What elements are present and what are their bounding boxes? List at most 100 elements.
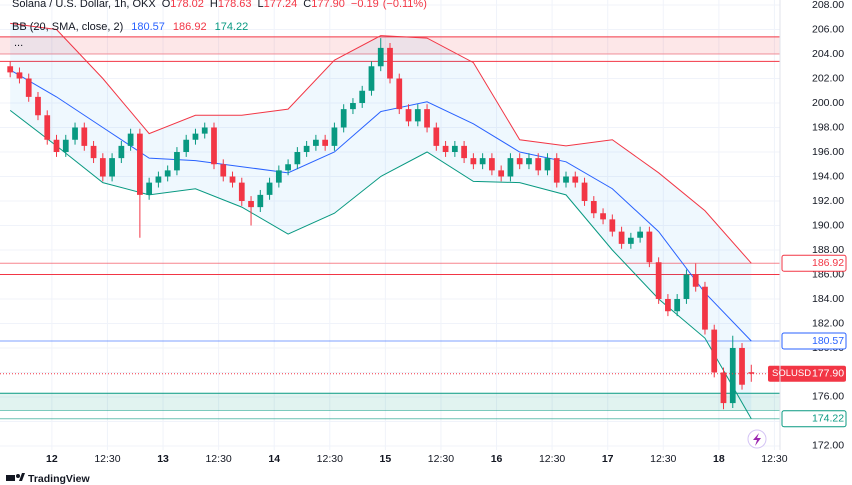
symbol-label: SOLUSD xyxy=(772,368,811,379)
price-label-box xyxy=(781,410,847,428)
candle-body xyxy=(387,47,393,79)
candle-body xyxy=(35,96,41,116)
candle-body xyxy=(609,219,616,232)
candle-body xyxy=(674,298,681,312)
x-tick-label: 12:30 xyxy=(205,453,231,465)
candle-body xyxy=(174,152,180,171)
candle-body xyxy=(563,176,569,183)
candle-body xyxy=(544,158,551,171)
band-lower xyxy=(9,109,752,420)
candle-body xyxy=(590,200,597,214)
price-label: 174.22 xyxy=(812,413,844,425)
legend-text: (−0.11%) xyxy=(383,0,427,10)
y-tick-label: 194.00 xyxy=(812,170,844,182)
candle-body xyxy=(748,372,755,374)
y-tick-label: 184.00 xyxy=(812,293,844,305)
candle-body xyxy=(285,164,291,171)
y-tick-label: 192.00 xyxy=(812,195,844,207)
last-price-label: 177.90 xyxy=(812,367,844,379)
plot-area xyxy=(0,22,780,420)
candle-body xyxy=(451,145,458,153)
price-label-box xyxy=(781,332,847,350)
legend-text: H xyxy=(210,0,218,10)
x-tick-label: 14 xyxy=(268,453,280,465)
candle-body xyxy=(470,158,477,165)
legend-text: 174.22 xyxy=(215,21,249,33)
legend-text: C xyxy=(303,0,311,10)
candle-body xyxy=(720,372,727,404)
x-tick-label: 17 xyxy=(602,453,614,465)
candle-body xyxy=(322,139,329,146)
candle-body xyxy=(350,103,356,110)
x-tick-label: 18 xyxy=(713,453,725,465)
candle-body xyxy=(368,66,375,91)
candle-body xyxy=(479,158,486,165)
grid xyxy=(0,0,780,450)
price-label-box xyxy=(781,254,847,272)
y-tick-label: 204.00 xyxy=(812,48,844,60)
y-tick-label: 198.00 xyxy=(812,121,844,133)
brand-logo: TradingView xyxy=(6,473,90,485)
candle-body xyxy=(164,170,171,177)
legend-text: 180.57 xyxy=(131,21,165,33)
y-tick-label: 196.00 xyxy=(812,146,844,158)
candle-body xyxy=(359,90,366,104)
candle-body xyxy=(62,139,69,153)
candle-body xyxy=(665,298,671,312)
candle-body xyxy=(238,182,245,201)
legend-text: 177.24 xyxy=(264,0,298,10)
candle-body xyxy=(627,237,634,244)
candle-body xyxy=(442,145,449,153)
candle-body xyxy=(637,231,643,238)
legend-text: L xyxy=(258,0,264,10)
candle-body xyxy=(127,133,134,146)
candle-body xyxy=(331,127,338,146)
x-tick-label: 12:30 xyxy=(761,453,787,465)
band-upper xyxy=(10,22,752,264)
legend-text: 178.02 xyxy=(170,0,204,10)
candle-body xyxy=(183,139,190,153)
candle-body xyxy=(192,133,199,140)
brand: TradingView xyxy=(28,473,90,485)
candle-body xyxy=(692,274,699,287)
candle-body xyxy=(433,127,440,146)
candle-body xyxy=(377,47,384,67)
candle-body xyxy=(303,145,310,153)
y-tick-label: 188.00 xyxy=(812,244,844,256)
price-axis: 172.00174.00176.00178.00180.00182.00184.… xyxy=(46,0,847,465)
candle-body xyxy=(313,139,319,146)
candle-body xyxy=(535,158,542,171)
candle-body xyxy=(340,109,347,128)
legend-text: Solana / U.S. Dollar, 1h, OKX xyxy=(12,0,156,10)
logo-mark xyxy=(6,475,15,481)
candle-body xyxy=(275,170,282,183)
candle-body xyxy=(201,127,208,134)
candle-body xyxy=(711,329,718,373)
y-tick-label: 176.00 xyxy=(812,391,844,403)
candle-body xyxy=(44,115,51,140)
x-tick-label: 12:30 xyxy=(539,453,565,465)
candle-body xyxy=(414,109,421,122)
candle-body xyxy=(90,145,97,159)
x-tick-label: 12 xyxy=(46,453,58,465)
candle-body xyxy=(396,78,403,110)
y-tick-label: 172.00 xyxy=(812,440,844,452)
candle-body xyxy=(461,145,467,159)
candle-body xyxy=(99,158,106,177)
candle-body xyxy=(16,72,23,79)
y-tick-label: 200.00 xyxy=(812,97,844,109)
more-button[interactable]: ... xyxy=(14,37,23,49)
candle-body xyxy=(572,176,579,183)
candle-body xyxy=(81,127,88,146)
x-tick-label: 12:30 xyxy=(428,453,454,465)
candle-body xyxy=(211,127,217,165)
candle-body xyxy=(109,158,115,177)
candle-body xyxy=(220,164,227,177)
candle-body xyxy=(646,231,653,263)
candle-body xyxy=(729,347,736,404)
y-tick-label: 208.00 xyxy=(812,0,844,11)
candle-body xyxy=(146,182,153,195)
y-tick-label: 206.00 xyxy=(812,23,844,35)
